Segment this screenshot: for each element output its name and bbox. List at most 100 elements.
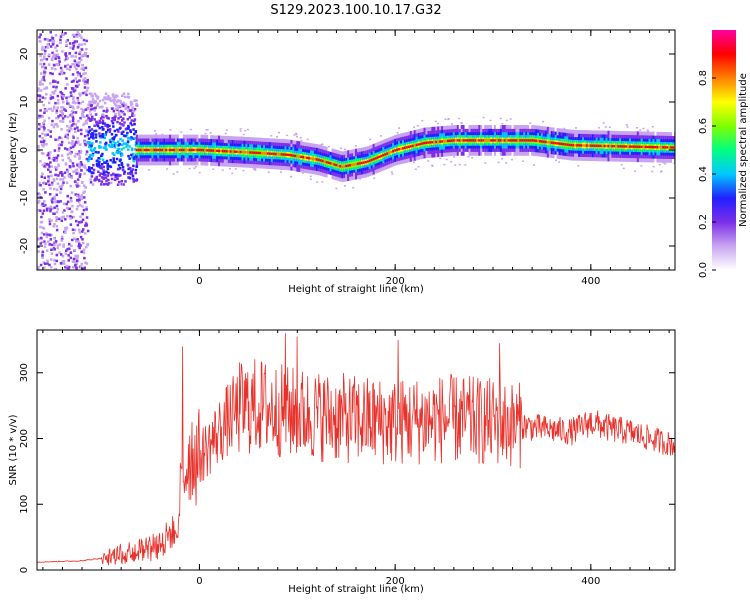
spectrogram-cell [280, 171, 283, 173]
spectrogram-cell [60, 143, 63, 147]
spectrogram-cell [429, 141, 432, 144]
spectrogram-cell [510, 158, 513, 161]
spectrogram-cell [356, 162, 360, 165]
spectrogram-cell [91, 152, 95, 156]
spectrogram-cell [50, 183, 54, 187]
spectrogram-cell [56, 81, 60, 84]
spectrogram-cell [69, 251, 73, 255]
spectrogram-cell [454, 139, 458, 142]
spectrogram-cell [95, 177, 98, 181]
spectrogram-cell [243, 150, 246, 154]
spectrogram-cell [198, 171, 201, 174]
spectrogram-cell [97, 157, 100, 160]
spectrogram-cell [76, 31, 80, 34]
spectrogram-cell [505, 162, 508, 164]
spectrogram-cell [116, 99, 119, 102]
spectrogram-cell [48, 183, 51, 187]
spectrogram-cell [85, 224, 89, 227]
spectrogram-cell [112, 99, 115, 102]
spectrogram-cell [443, 163, 446, 166]
spectrogram-cell [556, 142, 559, 145]
spectrogram-cell [60, 140, 64, 144]
spectrogram-cell [464, 164, 467, 166]
spectrogram-cell [450, 161, 453, 163]
spectrogram-cell [43, 266, 46, 270]
spectrogram-cell [70, 124, 74, 127]
spectrogram-cell [45, 142, 48, 146]
spectrogram-cell [380, 154, 383, 158]
spectrogram-cell [82, 241, 85, 245]
spectrogram-cell [75, 162, 79, 166]
spectrogram-cell [75, 198, 79, 202]
spectrogram-cell [84, 224, 87, 227]
spectrogram-cell [52, 91, 55, 94]
spectrogram-cell [65, 124, 69, 128]
spectrogram-cell [349, 164, 352, 167]
spectrogram-cell [53, 89, 57, 93]
spectrogram-cell [67, 259, 70, 262]
spectrogram-cell [69, 65, 72, 69]
spectrogram-cell [622, 167, 625, 170]
spectrogram-cell [88, 129, 92, 132]
spectrogram-cell [135, 148, 139, 152]
spectrogram-cell [72, 164, 75, 168]
spectrogram-cell [652, 145, 655, 149]
spectrogram-cell [339, 165, 342, 168]
spectrogram-cell [192, 148, 195, 152]
spectrogram-cell [315, 158, 319, 161]
spectrogram-cell [219, 149, 223, 153]
spectrogram-cell [431, 141, 434, 144]
spectrogram-cell [54, 168, 58, 171]
spectrogram-cell [113, 118, 116, 122]
spectrogram-cell [54, 33, 58, 37]
spectrogram-cell [521, 160, 524, 162]
spectrogram-cell [98, 132, 101, 135]
spectrogram-cell [397, 127, 400, 129]
spectrogram-cell [63, 147, 67, 150]
spectrogram-cell [74, 193, 78, 196]
spectrogram-cell [53, 237, 56, 240]
spectrogram-cell [62, 71, 66, 75]
spectrogram-cell [662, 146, 665, 149]
spectrogram-xtick-label: 0 [196, 276, 202, 287]
spectrogram-cell [95, 159, 99, 163]
spectrogram-cell [458, 117, 461, 120]
spectrogram-cell [347, 164, 350, 167]
spectrogram-cell [83, 76, 87, 80]
spectrogram-cell [72, 44, 75, 48]
spectrogram-cell [121, 103, 124, 106]
spectrogram-cell [523, 139, 526, 142]
spectrogram-cell [78, 155, 82, 158]
spectrogram-cell [118, 127, 122, 130]
spectrogram-cell [38, 98, 42, 102]
spectrogram-cell [105, 106, 109, 110]
spectrogram-cell [437, 140, 440, 143]
spectrogram-cell [70, 110, 74, 113]
spectrogram-cell [37, 245, 40, 248]
spectrogram-cell [41, 256, 44, 259]
spectrogram-cell [509, 118, 512, 120]
spectrogram-cell [55, 62, 58, 66]
spectrogram-cell [266, 152, 270, 155]
spectrogram-cell [577, 165, 580, 167]
spectrogram-cell [126, 143, 129, 147]
spectrogram-cell [286, 153, 289, 156]
spectrogram-cell [93, 147, 97, 150]
spectrogram-cell [340, 147, 343, 150]
spectrogram-cell [48, 165, 51, 168]
spectrogram-cell [117, 164, 121, 167]
spectrogram-cell [132, 177, 135, 181]
spectrogram-cell [49, 151, 52, 154]
spectrogram-cell [548, 141, 551, 144]
spectrogram-cell [60, 96, 64, 99]
spectrogram-cell [51, 248, 55, 251]
spectrogram-cell [121, 94, 124, 98]
spectrogram-cell [72, 265, 75, 269]
spectrogram-cell [85, 153, 88, 156]
spectrogram-cell [145, 148, 148, 152]
spectrogram-cell [323, 160, 326, 163]
spectrogram-cell [40, 72, 43, 75]
spectrogram-cell [53, 248, 56, 251]
spectrogram-cell [132, 110, 136, 113]
